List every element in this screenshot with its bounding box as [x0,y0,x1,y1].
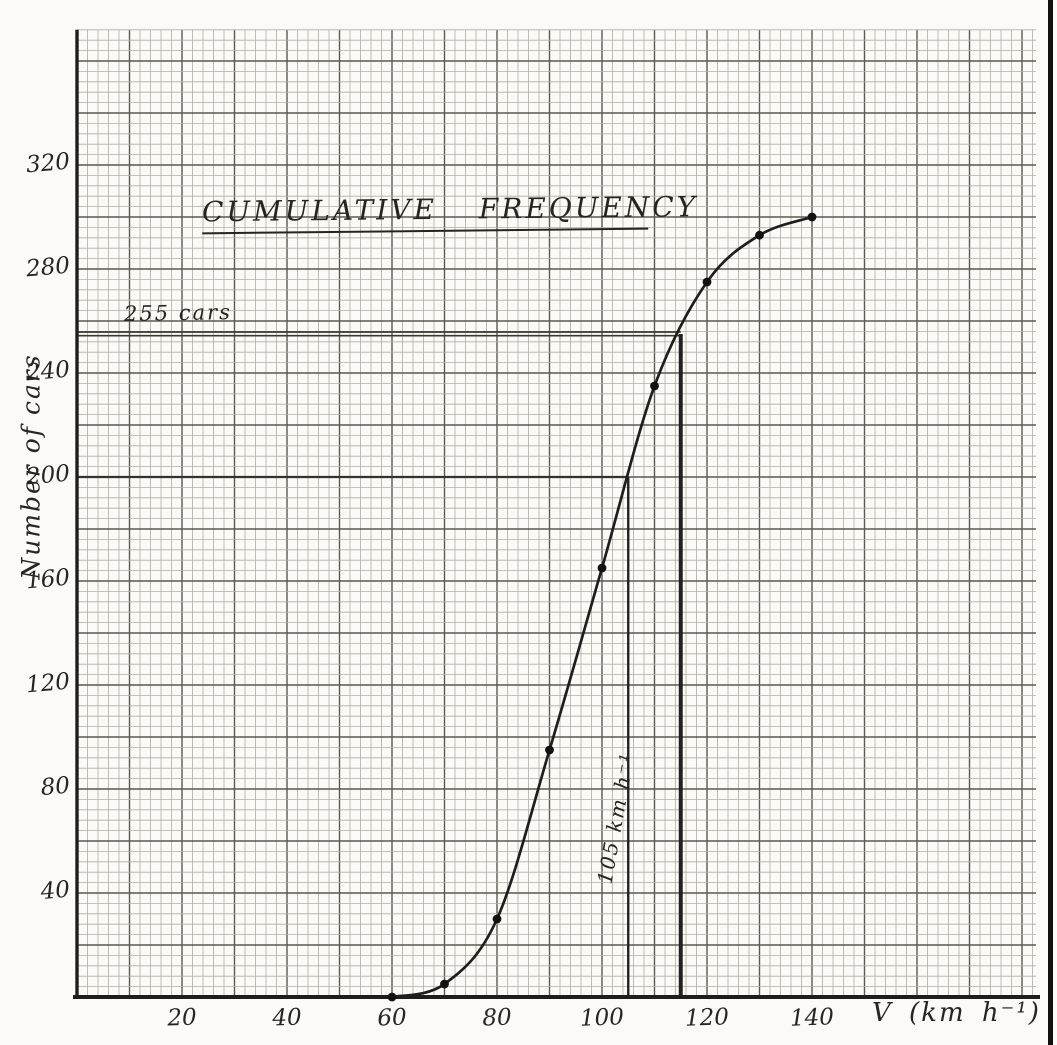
data-point [807,212,817,222]
y-tick-label: 40 [39,876,72,906]
data-point [597,563,607,573]
data-point [387,992,397,1002]
y-tick-label: 200 [25,460,72,491]
y-tick-label: 80 [39,772,72,802]
chart-title: CUMULATIVE FREQUENCY [201,190,698,235]
x-tick-label: 100 [579,1004,625,1032]
x-tick-label: 20 [166,1004,198,1032]
y-tick-label: 160 [25,564,72,595]
data-point [702,277,712,287]
x-tick-label: 60 [376,1004,408,1032]
x-axis-label: V (km h⁻¹) [872,998,1041,1028]
y-tick-label: 320 [25,148,72,179]
data-point [650,381,659,391]
cumulative-frequency-curve [391,215,813,999]
data-point [755,230,764,240]
x-tick-label: 120 [684,1004,730,1032]
annotation-255-cars-label: 255 cars [123,300,233,326]
data-point [492,914,502,924]
x-tick-label: 40 [271,1004,303,1032]
data-point [545,745,554,755]
x-tick-label: 80 [481,1004,513,1032]
scan-artifact-strip [1048,0,1053,1045]
x-tick-label: 140 [789,1004,835,1032]
data-point [440,979,449,989]
y-tick-label: 280 [25,252,72,283]
y-tick-label: 240 [25,356,72,387]
y-tick-label: 120 [25,668,72,699]
